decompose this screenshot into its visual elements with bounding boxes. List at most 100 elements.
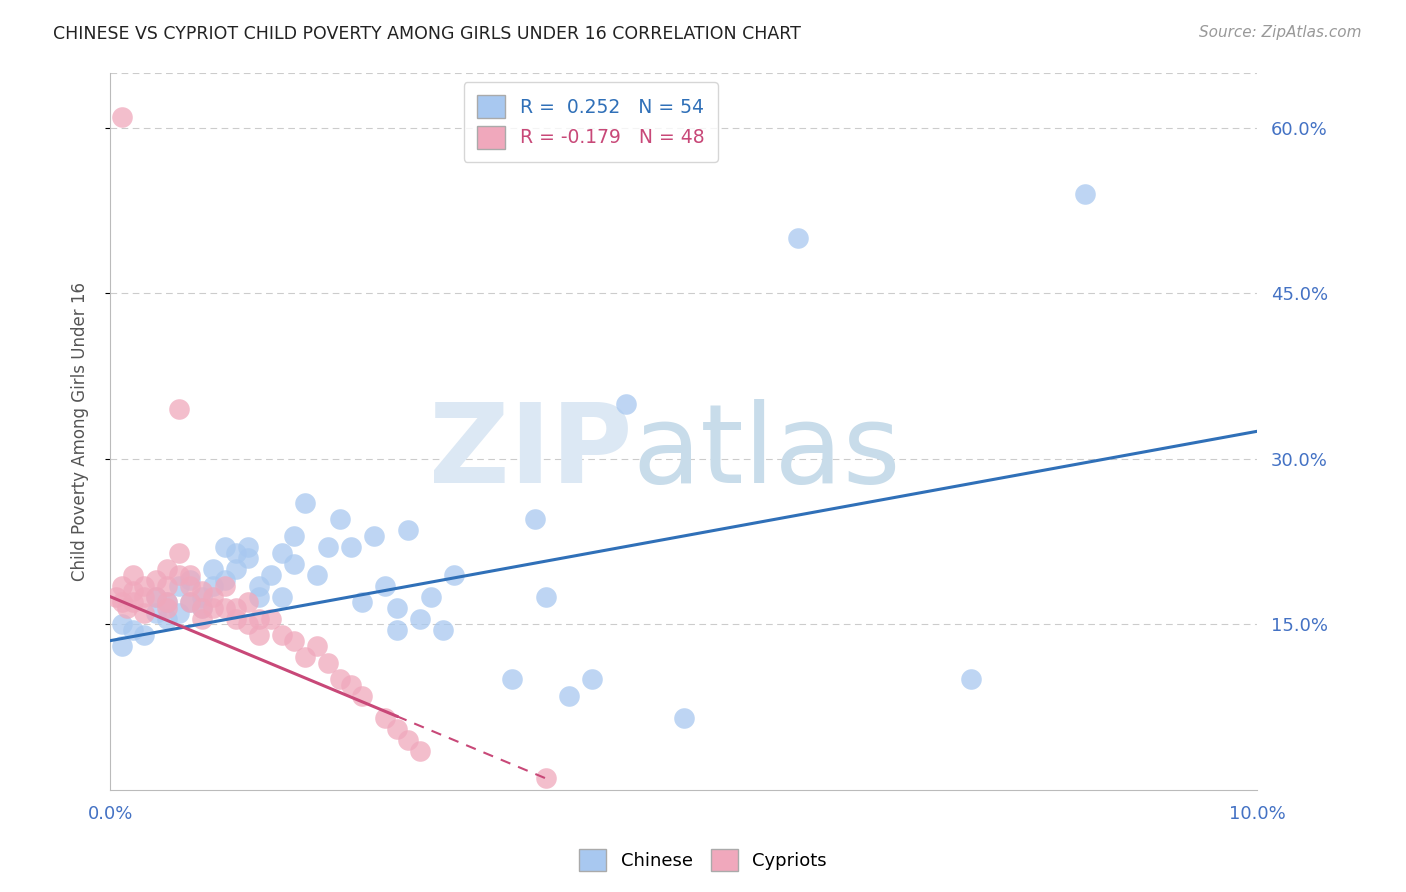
Point [202,578,225,592]
Point [236,551,259,566]
Point [558,689,581,703]
Point [145,573,167,587]
Point [179,595,201,609]
Point [316,540,339,554]
Point [236,540,259,554]
Point [156,595,179,609]
Text: atlas: atlas [633,400,901,507]
Point [122,567,145,582]
Point [225,600,247,615]
Point [179,573,201,587]
Point [145,590,167,604]
Point [122,623,145,637]
Point [305,567,328,582]
Point [167,402,190,417]
Point [179,578,201,592]
Y-axis label: Child Poverty Among Girls Under 16: Child Poverty Among Girls Under 16 [72,282,89,581]
Point [328,512,350,526]
Point [167,606,190,620]
Point [214,573,236,587]
Point [145,606,167,620]
Text: CHINESE VS CYPRIOT CHILD POVERTY AMONG GIRLS UNDER 16 CORRELATION CHART: CHINESE VS CYPRIOT CHILD POVERTY AMONG G… [53,25,801,43]
Point [294,496,316,510]
Point [1074,187,1097,202]
Point [156,612,179,626]
Point [191,584,214,599]
Point [179,567,201,582]
Point [959,673,981,687]
Point [271,545,294,559]
Point [283,529,305,543]
Point [523,512,546,526]
Point [363,529,385,543]
Point [283,633,305,648]
Point [110,578,132,592]
Point [616,397,638,411]
Point [260,567,283,582]
Point [409,612,432,626]
Point [271,590,294,604]
Point [787,231,810,245]
Point [191,600,214,615]
Point [110,617,132,632]
Point [247,612,270,626]
Point [202,600,225,615]
Point [156,595,179,609]
Point [247,578,270,592]
Point [534,590,557,604]
Point [247,590,270,604]
Point [134,606,156,620]
Point [385,722,408,736]
Point [352,689,374,703]
Point [672,711,695,725]
Point [214,578,236,592]
Point [225,562,247,576]
Point [191,590,214,604]
Legend: Chinese, Cypriots: Chinese, Cypriots [572,842,834,879]
Point [122,595,145,609]
Point [191,600,214,615]
Point [316,656,339,670]
Point [167,545,190,559]
Point [340,678,363,692]
Point [214,540,236,554]
Text: Source: ZipAtlas.com: Source: ZipAtlas.com [1198,25,1361,40]
Point [225,545,247,559]
Point [167,567,190,582]
Point [581,673,603,687]
Text: ZIP: ZIP [429,400,633,507]
Point [156,562,179,576]
Point [409,744,432,758]
Point [260,612,283,626]
Point [110,639,132,653]
Point [110,595,132,609]
Point [283,557,305,571]
Point [385,623,408,637]
Legend: R =  0.252   N = 54, R = -0.179   N = 48: R = 0.252 N = 54, R = -0.179 N = 48 [464,82,717,161]
Point [501,673,523,687]
Point [374,711,396,725]
Point [191,612,214,626]
Point [328,673,350,687]
Point [110,110,132,124]
Point [534,772,557,786]
Point [420,590,443,604]
Point [117,600,139,615]
Point [443,567,465,582]
Point [236,617,259,632]
Point [247,628,270,642]
Point [202,590,225,604]
Point [145,590,167,604]
Point [340,540,363,554]
Point [385,600,408,615]
Point [271,628,294,642]
Point [202,562,225,576]
Point [396,732,419,747]
Point [432,623,454,637]
Point [294,650,316,665]
Point [156,600,179,615]
Point [374,578,396,592]
Point [104,590,127,604]
Point [134,628,156,642]
Point [134,578,156,592]
